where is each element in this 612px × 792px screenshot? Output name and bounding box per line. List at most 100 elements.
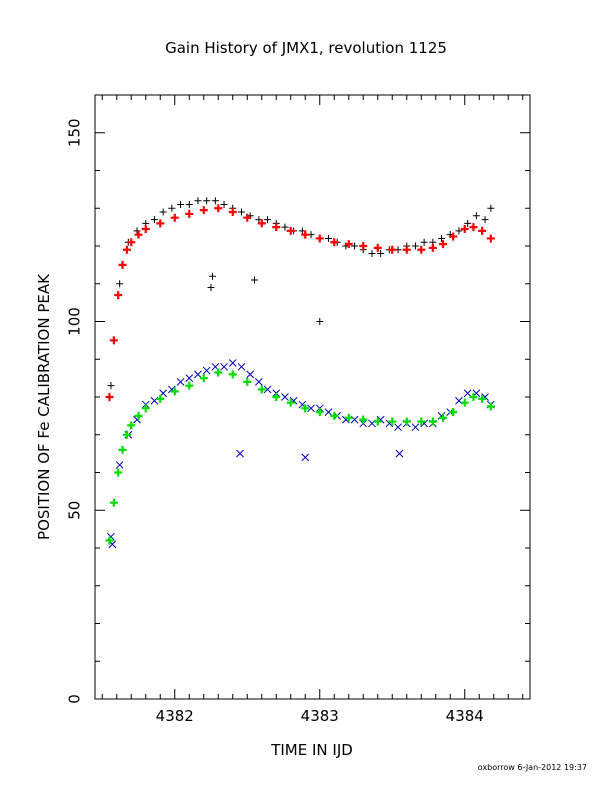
lower-fit-point — [127, 421, 136, 430]
lower-measurements-point — [395, 449, 404, 458]
upper-measurements-point — [351, 242, 359, 250]
data-marks — [105, 197, 495, 549]
upper-fit-point — [315, 234, 324, 243]
y-tick-label: 100 — [66, 307, 84, 336]
upper-measurements-point — [177, 200, 185, 208]
lower-measurements-point — [463, 389, 472, 398]
upper-measurements-point — [420, 238, 428, 246]
lower-fit-point — [460, 398, 469, 407]
upper-measurements-point — [316, 318, 324, 325]
lower-fit-point — [402, 417, 411, 426]
upper-measurements-point — [116, 280, 124, 288]
x-tick-label: 4383 — [301, 707, 339, 725]
upper-fit-point — [344, 240, 353, 249]
y-axis-ticks: 0 50 100 150 — [66, 94, 530, 704]
upper-fit-point — [243, 213, 252, 222]
upper-measurements-point — [251, 276, 258, 284]
lower-measurements-point — [254, 378, 263, 386]
upper-fit-point — [301, 230, 310, 239]
upper-measurements-point — [281, 223, 289, 231]
lower-fit-point — [486, 402, 495, 411]
lower-fit-point — [141, 404, 150, 413]
upper-fit-point — [460, 225, 469, 234]
lower-measurements-point — [202, 366, 211, 375]
upper-fit-point — [272, 223, 281, 232]
lower-fit-point — [243, 377, 252, 386]
lower-measurements-point — [220, 362, 228, 371]
upper-measurements-point — [211, 197, 219, 205]
lower-fit-point — [156, 394, 165, 403]
upper-measurements-point — [207, 284, 215, 292]
upper-fit-point — [469, 223, 478, 232]
lower-measurements-point — [394, 423, 402, 432]
lower-fit-point — [315, 408, 324, 417]
lower-fit-point — [118, 445, 127, 454]
upper-measurements-point — [411, 242, 419, 250]
lower-fit-point — [478, 394, 487, 403]
upper-fit-point — [134, 230, 143, 239]
lower-measurements-point — [301, 453, 310, 462]
lower-fit-point — [228, 370, 237, 379]
y-tick-label: 150 — [66, 118, 84, 147]
upper-fit-point — [478, 226, 487, 235]
lower-fit-point — [170, 387, 179, 396]
lower-measurements-point — [115, 461, 124, 469]
upper-fit-point — [373, 243, 382, 252]
lower-fit-point — [185, 381, 194, 390]
upper-measurements-point — [377, 250, 385, 258]
upper-fit-point — [286, 226, 295, 235]
upper-fit-point — [486, 234, 495, 243]
lower-measurements-point — [194, 370, 202, 379]
lower-measurements-point — [263, 385, 272, 394]
lower-measurements-point — [228, 359, 237, 367]
lower-fit-point — [344, 413, 353, 422]
upper-measurements-point — [107, 382, 115, 390]
lower-fit-point — [109, 498, 118, 507]
y-tick-label: 50 — [66, 501, 84, 520]
lower-fit-point — [272, 393, 281, 401]
upper-measurements-point — [464, 219, 472, 227]
upper-fit-point — [141, 225, 150, 234]
upper-measurements-point — [220, 200, 228, 208]
upper-measurements-point — [481, 216, 489, 224]
lower-fit-point — [286, 398, 295, 407]
lower-fit-point — [114, 468, 123, 477]
lower-fit-point — [428, 417, 437, 426]
upper-fit-point — [428, 243, 437, 252]
plot-credit: oxborrow 6-Jan-2012 19:37 — [478, 763, 587, 772]
upper-measurements-point — [208, 272, 216, 280]
upper-fit-point — [449, 232, 458, 241]
lower-measurements-point — [281, 393, 289, 401]
lower-measurements-point — [185, 374, 194, 382]
lower-fit-point — [105, 536, 114, 545]
upper-measurements-point — [324, 234, 332, 242]
upper-fit-point — [228, 208, 237, 217]
lower-fit-point — [301, 404, 310, 413]
x-axis-label: TIME IN IJD — [270, 741, 353, 759]
lower-fit-point — [214, 368, 223, 377]
lower-fit-point — [134, 411, 143, 420]
lower-fit-point — [439, 413, 447, 422]
upper-measurements-point — [455, 227, 463, 235]
upper-fit-point — [118, 260, 127, 269]
x-tick-label: 4384 — [446, 707, 484, 725]
upper-fit-point — [359, 242, 368, 250]
lower-measurements-point — [176, 378, 185, 386]
upper-measurements-point — [237, 208, 245, 216]
lower-measurements-point — [324, 408, 333, 416]
lower-fit-point — [257, 385, 266, 394]
upper-fit-point — [257, 219, 266, 228]
upper-fit-point — [199, 206, 208, 215]
lower-fit-point — [122, 430, 131, 439]
upper-measurements-point — [194, 197, 202, 205]
upper-fit-point — [105, 393, 114, 401]
upper-measurements-point — [168, 204, 176, 212]
lower-fit-point — [449, 408, 458, 417]
upper-fit-point — [114, 291, 123, 300]
upper-fit-point — [156, 219, 165, 228]
chart-title: Gain History of JMX1, revolution 1125 — [165, 39, 447, 57]
lower-fit-point — [469, 393, 478, 401]
upper-fit-point — [417, 245, 426, 254]
lower-fit-point — [199, 374, 208, 383]
